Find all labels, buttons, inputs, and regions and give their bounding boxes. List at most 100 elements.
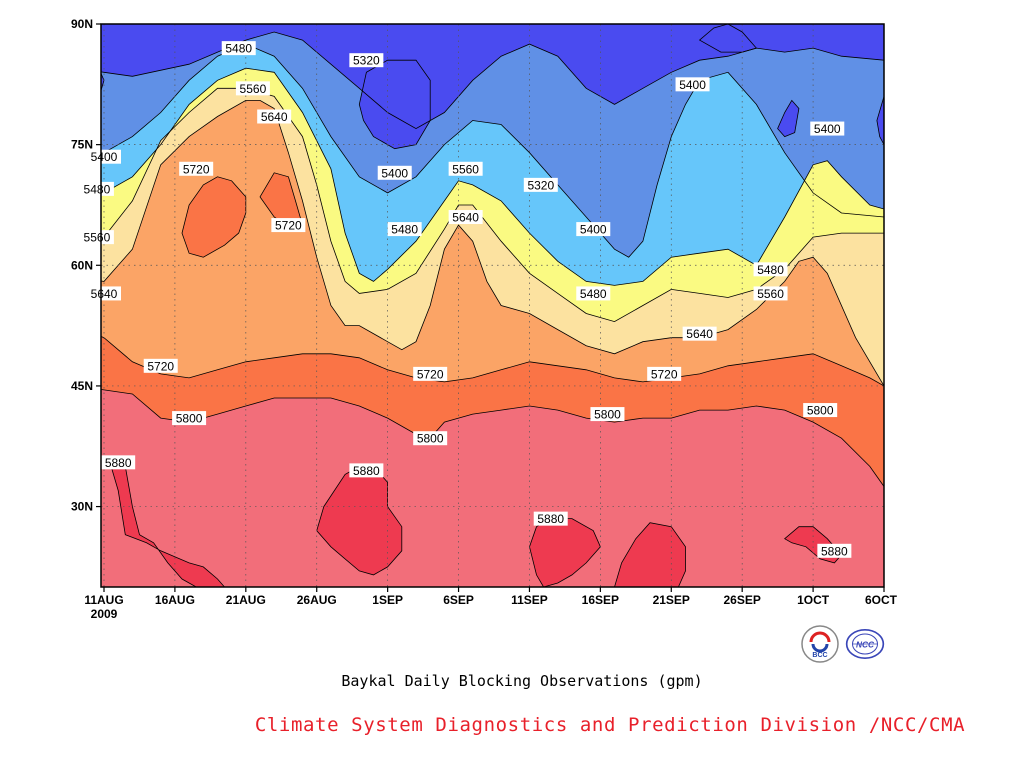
contour-cell-5880 xyxy=(110,465,226,587)
contour-label-box xyxy=(143,358,178,373)
contour-label: 5320 xyxy=(527,178,554,192)
contour-label: 5560 xyxy=(452,162,479,176)
contour-label-box xyxy=(87,286,121,301)
x-axis: 11AUG 16AUG 21AUG 26AUG 1SEP 6SEP 11SEP 16SEP 21… xyxy=(84,587,898,621)
contour-label-box xyxy=(413,366,448,381)
contour-label: 5480 xyxy=(580,287,607,301)
contour-label: 5640 xyxy=(261,110,288,124)
contour-line-5800 xyxy=(101,389,884,487)
x-tick-label: 21AUG xyxy=(226,593,266,607)
contour-label-box xyxy=(523,177,558,192)
contour-line-5480 xyxy=(101,67,884,286)
contour-label: 5560 xyxy=(84,231,111,245)
y-axis: 30N 45N 60N 75N 90N xyxy=(71,17,101,514)
contour-label-box xyxy=(257,109,292,124)
contour-label-box xyxy=(101,455,136,470)
contour-label-box xyxy=(533,511,568,526)
contour-cell-5320 xyxy=(698,24,758,53)
contour-label-box xyxy=(179,161,214,176)
bcc-logo-text: BCC xyxy=(812,652,827,659)
contour-label: 5880 xyxy=(537,512,564,526)
contour-label-box xyxy=(753,262,788,277)
contour-label: 5800 xyxy=(176,412,203,426)
contour-label-box xyxy=(448,210,483,225)
x-tick-label: 16AUG xyxy=(155,593,195,607)
contour-label: 5400 xyxy=(381,166,408,180)
contour-label: 5720 xyxy=(417,367,444,381)
contour-label: 5640 xyxy=(91,287,118,301)
x-tick-label: 11SEP xyxy=(511,593,548,607)
contour-cells xyxy=(101,24,884,587)
contour-label: 5720 xyxy=(183,162,210,176)
contour-label-box xyxy=(221,41,256,56)
contour-label-box xyxy=(349,463,384,478)
contour-label-box xyxy=(753,286,788,301)
contour-label: 5800 xyxy=(417,432,444,446)
plot-frame xyxy=(100,23,885,588)
contour-label-box xyxy=(377,165,412,180)
x-tick-label: 6SEP xyxy=(443,593,474,607)
contour-label-box xyxy=(387,222,422,237)
contour-cell-5320 xyxy=(876,96,884,145)
contour-label-box xyxy=(590,407,625,422)
grid-lines xyxy=(101,24,884,587)
contour-label: 5640 xyxy=(452,211,479,225)
ncc-logo-icon: NCC xyxy=(845,629,885,659)
contour-label-box xyxy=(817,543,852,558)
x-tick-label: 1SEP xyxy=(372,593,403,607)
contour-line-5640 xyxy=(101,100,884,387)
contour-label: 5480 xyxy=(391,223,418,237)
contour-label: 5720 xyxy=(275,219,302,233)
contour-label-box xyxy=(576,222,611,237)
x-tick-label: 11AUG xyxy=(84,593,123,607)
plot-area xyxy=(101,24,884,587)
contour-label: 5480 xyxy=(225,42,252,56)
contour-line-5320 xyxy=(101,31,884,130)
contour-label-box xyxy=(448,161,483,176)
contour-label-box xyxy=(349,53,384,68)
contour-label: 5480 xyxy=(757,263,784,277)
contour-label: 5720 xyxy=(651,367,678,381)
contour-label-box xyxy=(803,403,838,418)
contour-label-box xyxy=(79,181,114,196)
contour-label: 5400 xyxy=(580,223,607,237)
contour-label-box xyxy=(172,411,207,426)
contour-label: 5480 xyxy=(84,182,111,196)
x-year-label: 2009 xyxy=(91,607,118,621)
contour-label-box xyxy=(413,431,448,446)
contour-label: 5560 xyxy=(757,287,784,301)
contour-label: 5400 xyxy=(814,122,841,136)
contour-label: 5400 xyxy=(679,78,706,92)
contour-band-5800 xyxy=(101,389,884,587)
contour-label-box xyxy=(675,77,710,92)
contour-label: 5800 xyxy=(594,408,621,422)
y-tick-label: 30N xyxy=(71,500,93,514)
contour-label-box xyxy=(576,286,611,301)
contour-label-box xyxy=(647,366,682,381)
contour-cell-5320 xyxy=(777,99,800,138)
x-tick-label: 26AUG xyxy=(297,593,337,607)
ncc-logo-text: NCC xyxy=(856,639,875,649)
x-tick-label: 16SEP xyxy=(582,593,619,607)
contour-cell-5720 xyxy=(181,176,247,258)
contour-label: 5560 xyxy=(240,82,267,96)
contour-label: 5640 xyxy=(686,327,713,341)
contour-label: 5880 xyxy=(105,456,132,470)
bcc-logo-icon: BCC xyxy=(801,625,839,663)
x-tick-label: 1OCT xyxy=(797,593,830,607)
contour-label: 5800 xyxy=(807,404,834,418)
contour-label: 5400 xyxy=(91,150,118,164)
contour-label-box xyxy=(682,326,717,341)
x-tick-label: 26SEP xyxy=(724,593,761,607)
contour-cell-5320 xyxy=(101,72,105,92)
contour-label-box xyxy=(79,230,114,245)
y-tick-label: 45N xyxy=(71,379,93,393)
credit-line: Climate System Diagnostics and Predictio… xyxy=(254,714,966,736)
y-tick-label: 60N xyxy=(71,258,93,272)
x-tick-label: 6OCT xyxy=(865,593,898,607)
y-tick-label: 90N xyxy=(71,17,93,31)
chart-caption: Baykal Daily Blocking Observations (gpm) xyxy=(341,672,703,690)
x-tick-label: 21SEP xyxy=(653,593,690,607)
y-tick-label: 75N xyxy=(71,138,93,152)
